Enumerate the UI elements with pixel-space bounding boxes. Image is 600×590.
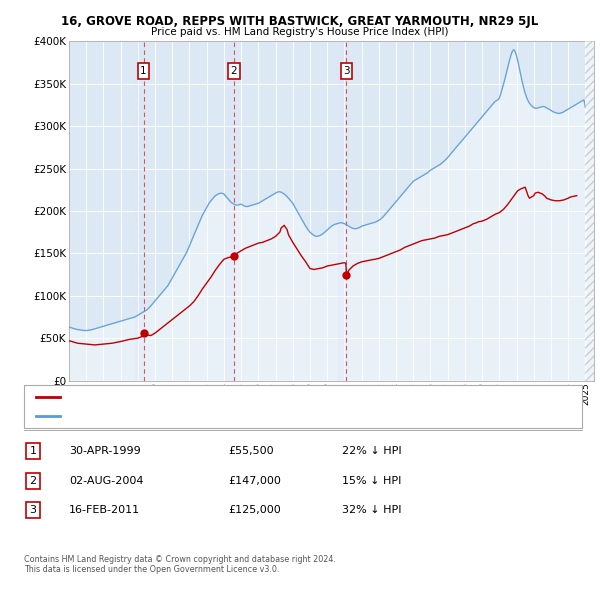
Bar (225, 41, 234, 381)
Text: 16-FEB-2011: 16-FEB-2011 (69, 506, 140, 515)
Text: 02-AUG-2004: 02-AUG-2004 (69, 476, 143, 486)
Text: 30-APR-1999: 30-APR-1999 (69, 447, 141, 456)
Text: Contains HM Land Registry data © Crown copyright and database right 2024.: Contains HM Land Registry data © Crown c… (24, 555, 336, 563)
Text: Price paid vs. HM Land Registry's House Price Index (HPI): Price paid vs. HM Land Registry's House … (151, 27, 449, 37)
Text: 2: 2 (230, 66, 237, 76)
Text: 32% ↓ HPI: 32% ↓ HPI (342, 506, 401, 515)
Text: This data is licensed under the Open Government Licence v3.0.: This data is licensed under the Open Gov… (24, 565, 280, 574)
Text: 1: 1 (140, 66, 147, 76)
Text: 15% ↓ HPI: 15% ↓ HPI (342, 476, 401, 486)
Text: 16, GROVE ROAD, REPPS WITH BASTWICK, GREAT YARMOUTH, NR29 5JL: 16, GROVE ROAD, REPPS WITH BASTWICK, GRE… (61, 15, 539, 28)
Text: 22% ↓ HPI: 22% ↓ HPI (342, 447, 401, 456)
Text: 1: 1 (29, 447, 37, 456)
Bar (338, 41, 346, 381)
Text: £125,000: £125,000 (228, 506, 281, 515)
Text: 2: 2 (29, 476, 37, 486)
Text: £55,500: £55,500 (228, 447, 274, 456)
Bar (135, 41, 143, 381)
Text: 3: 3 (29, 506, 37, 515)
Text: HPI: Average price, detached house, Great Yarmouth: HPI: Average price, detached house, Grea… (63, 411, 301, 420)
Text: 3: 3 (343, 66, 350, 76)
Text: £147,000: £147,000 (228, 476, 281, 486)
Text: 16, GROVE ROAD, REPPS WITH BASTWICK, GREAT YARMOUTH, NR29 5JL (detached hous: 16, GROVE ROAD, REPPS WITH BASTWICK, GRE… (63, 393, 460, 402)
